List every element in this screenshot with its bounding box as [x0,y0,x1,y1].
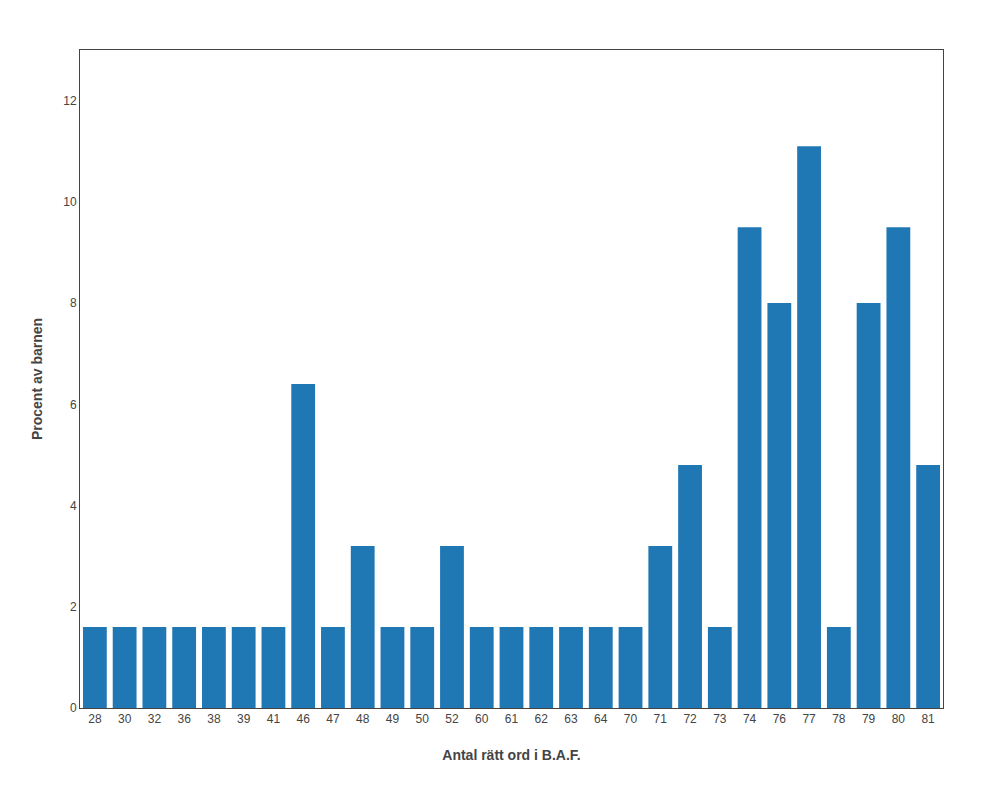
svg-text:0: 0 [70,701,77,715]
svg-text:73: 73 [713,712,727,726]
svg-text:30: 30 [118,712,132,726]
svg-text:52: 52 [445,712,459,726]
svg-text:50: 50 [416,712,430,726]
svg-text:63: 63 [564,712,578,726]
svg-text:Antal rätt ord i B.A.F.: Antal rätt ord i B.A.F. [442,747,580,763]
svg-text:39: 39 [237,712,251,726]
svg-text:71: 71 [654,712,668,726]
svg-text:49: 49 [386,712,400,726]
svg-text:70: 70 [624,712,638,726]
svg-text:62: 62 [535,712,549,726]
svg-text:47: 47 [326,712,340,726]
svg-text:60: 60 [475,712,489,726]
svg-text:72: 72 [683,712,697,726]
svg-text:77: 77 [802,712,816,726]
svg-text:12: 12 [63,94,77,108]
svg-text:79: 79 [862,712,876,726]
svg-text:80: 80 [892,712,906,726]
svg-text:48: 48 [356,712,370,726]
svg-text:78: 78 [832,712,846,726]
svg-text:36: 36 [177,712,191,726]
svg-text:2: 2 [70,600,77,614]
svg-text:61: 61 [505,712,519,726]
svg-text:38: 38 [207,712,221,726]
svg-text:64: 64 [594,712,608,726]
svg-text:28: 28 [88,712,102,726]
svg-text:41: 41 [267,712,281,726]
svg-text:74: 74 [743,712,757,726]
svg-text:46: 46 [297,712,311,726]
svg-text:76: 76 [773,712,787,726]
svg-text:Procent av barnen: Procent av barnen [29,318,45,440]
svg-text:6: 6 [70,398,77,412]
svg-text:10: 10 [63,195,77,209]
svg-text:4: 4 [70,499,77,513]
svg-text:8: 8 [70,296,77,310]
svg-text:32: 32 [148,712,162,726]
svg-text:81: 81 [921,712,935,726]
